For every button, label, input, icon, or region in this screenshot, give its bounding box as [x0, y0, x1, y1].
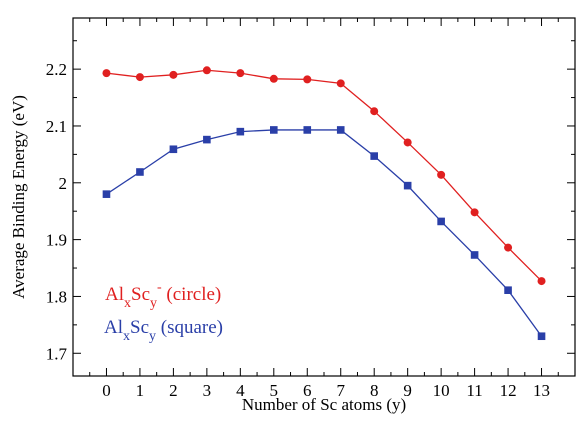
legend-circle-sub-x: x	[124, 296, 131, 311]
data-point-circle	[236, 69, 245, 78]
x-tick-label: 10	[433, 381, 450, 400]
data-point-circle	[269, 74, 278, 83]
data-point-circle	[504, 243, 513, 252]
legend-square-mid: Sc	[130, 317, 149, 338]
x-tick-label: 3	[203, 381, 212, 400]
series-group	[102, 66, 546, 341]
legend-entry-circle: AlxScy- (circle)	[105, 280, 221, 311]
y-tick-label: 1.9	[46, 231, 67, 250]
x-tick-label: 0	[102, 381, 111, 400]
data-point-circle	[370, 107, 379, 116]
data-point-circle	[537, 277, 546, 286]
legend-circle-sub-y: y	[150, 296, 157, 311]
legend-circle-base: Al	[105, 284, 124, 305]
x-tick-label: 12	[500, 381, 517, 400]
data-point-circle	[437, 170, 446, 179]
x-tick-label: 8	[370, 381, 379, 400]
data-point-square	[370, 152, 378, 160]
x-tick-label: 11	[466, 381, 482, 400]
tick-group: 0 1 2 3 4 5 6 7 8 9 10 11 12 131.71.81.922.12.2	[46, 18, 575, 400]
legend-entry-square: AlxScy (square)	[104, 317, 223, 344]
data-point-square	[470, 251, 479, 259]
y-tick-label: 2.1	[46, 117, 67, 136]
data-point-square	[537, 332, 546, 341]
data-point-square	[403, 181, 412, 190]
x-tick-label: 2	[169, 381, 178, 400]
x-tick-label: 5	[270, 381, 279, 400]
data-point-square	[303, 126, 312, 134]
x-tick-label: 4	[236, 381, 245, 400]
y-tick-label: 1.7	[46, 344, 68, 363]
legend-square-sub-y: y	[149, 329, 156, 344]
data-point-square	[504, 286, 512, 294]
x-axis-label: Number of Sc atoms (y)	[242, 395, 406, 414]
data-point-circle	[470, 208, 479, 217]
data-point-square	[236, 127, 245, 136]
y-tick-label: 2.2	[46, 60, 67, 79]
x-tick-label: 7	[336, 381, 345, 400]
series-line-circle	[106, 69, 542, 282]
legend-square-sub-x: x	[123, 329, 130, 344]
data-point-square	[336, 126, 345, 134]
x-tick-label: 1	[136, 381, 145, 400]
data-point-circle	[336, 79, 345, 88]
data-point-square	[169, 145, 178, 154]
data-point-circle	[169, 70, 178, 79]
y-tick-label: 2	[59, 174, 68, 193]
legend-circle-tail: (circle)	[162, 284, 222, 305]
data-point-square	[102, 190, 111, 198]
x-tick-label: 9	[403, 381, 412, 400]
series-line-square	[106, 129, 543, 337]
y-tick-label: 1.8	[46, 287, 67, 306]
data-point-circle	[303, 75, 312, 84]
legend-square-base: Al	[104, 317, 123, 338]
data-point-square	[203, 135, 211, 144]
legend-circle-mid: Sc	[131, 284, 150, 305]
data-point-circle	[403, 138, 412, 147]
x-tick-label: 13	[533, 381, 550, 400]
y-axis-label: Average Binding Energy (eV)	[9, 95, 28, 299]
legend-circle-sup: -	[157, 280, 162, 295]
data-point-square	[437, 217, 445, 226]
data-point-square	[270, 126, 278, 134]
legend-square-tail: (square)	[156, 317, 223, 338]
data-point-circle	[202, 66, 211, 75]
data-point-circle	[135, 73, 144, 82]
data-point-circle	[102, 69, 111, 78]
x-tick-label: 6	[303, 381, 312, 400]
data-point-square	[136, 168, 144, 176]
